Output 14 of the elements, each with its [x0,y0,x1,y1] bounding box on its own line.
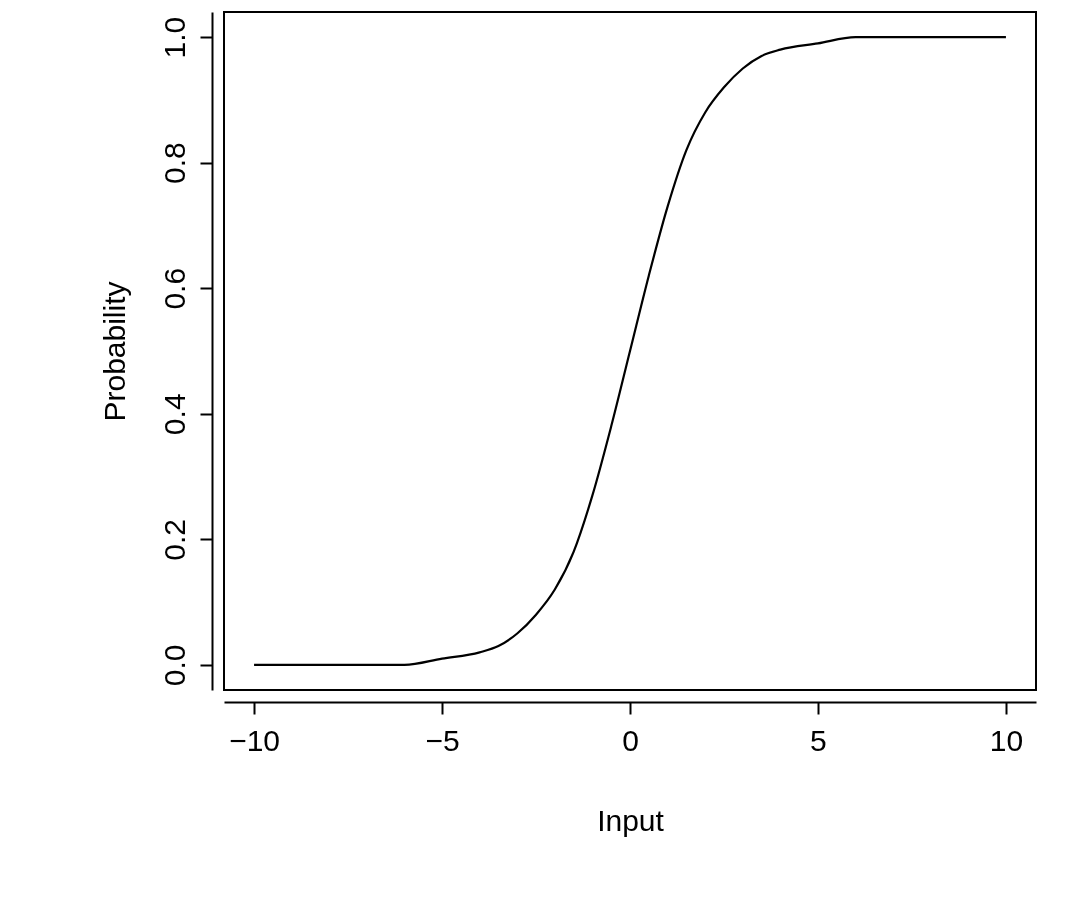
x-tick-label: −5 [425,723,460,757]
x-axis-title: Input [597,803,665,837]
y-tick-label: 1.0 [157,16,191,59]
y-tick-label: 0.4 [157,393,191,436]
x-tick-label: 5 [810,723,827,757]
x-tick-label: −10 [229,723,281,757]
y-tick-label: 0.2 [157,518,191,561]
y-axis-title: Probability [97,281,131,422]
y-tick-label: 0.8 [157,142,191,185]
y-tick-label: 0.6 [157,267,191,310]
y-tick-label: 0.0 [157,644,191,687]
x-tick-label: 10 [989,723,1024,757]
line-series [252,36,1008,666]
x-tick-label: 0 [622,723,639,757]
